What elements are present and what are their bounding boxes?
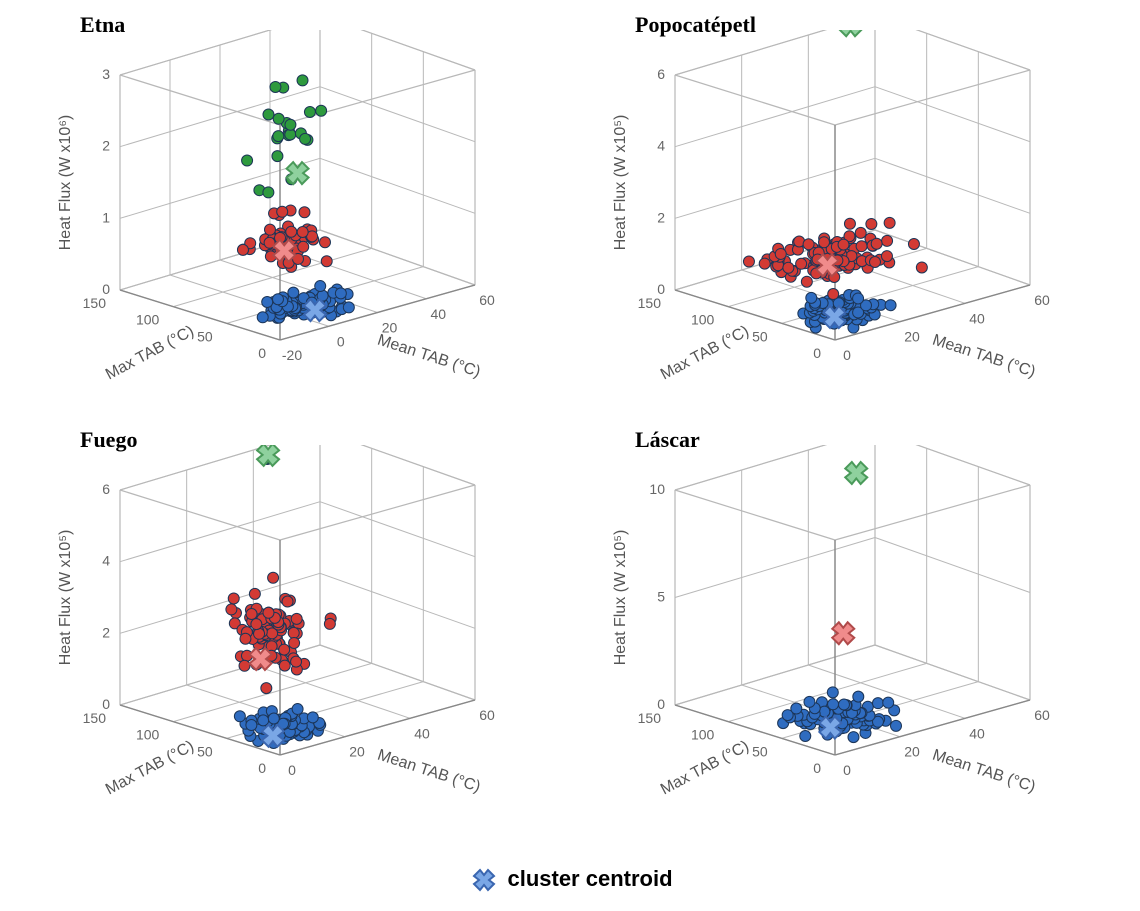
svg-text:Heat Flux (W x10⁵): Heat Flux (W x10⁵) [612,115,629,251]
panel-popocatepetl: Popocatépetl 02040600501001500246Mean TA… [575,10,1120,415]
svg-text:100: 100 [136,727,160,743]
centroid-icon [467,863,501,897]
svg-text:50: 50 [197,328,213,344]
svg-text:0: 0 [258,345,266,361]
svg-text:Max TAB (°C): Max TAB (°C) [658,738,752,799]
svg-text:60: 60 [479,292,495,308]
svg-text:20: 20 [904,744,920,760]
svg-text:100: 100 [691,727,715,743]
svg-text:0: 0 [258,760,266,776]
svg-text:0: 0 [102,696,110,712]
svg-text:100: 100 [691,312,715,328]
svg-text:Max TAB (°C): Max TAB (°C) [658,323,752,384]
svg-text:0: 0 [813,760,821,776]
svg-text:2: 2 [102,138,110,154]
svg-text:2: 2 [657,209,665,225]
svg-text:10: 10 [649,481,665,497]
svg-text:60: 60 [479,707,495,723]
panel-lascar: Láscar 02040600501001500510Mean TAB (°C)… [575,425,1120,830]
svg-text:4: 4 [102,553,110,569]
legend-label: cluster centroid [507,866,672,891]
svg-text:0: 0 [657,281,665,297]
legend: cluster centroid [0,863,1140,897]
svg-text:4: 4 [657,138,665,154]
svg-text:50: 50 [752,328,768,344]
scatter3d-popocatepetl: 02040600501001500246Mean TAB (°C)Max TAB… [575,30,1115,420]
panel-fuego: Fuego 02040600501001500246Mean TAB (°C)M… [20,425,565,830]
scatter3d-etna: -2002040600501001500123Mean TAB (°C)Max … [20,30,560,420]
svg-text:0: 0 [843,762,851,778]
svg-text:6: 6 [657,66,665,82]
scatter3d-fuego: 02040600501001500246Mean TAB (°C)Max TAB… [20,445,560,835]
svg-text:0: 0 [288,762,296,778]
svg-text:0: 0 [657,696,665,712]
svg-text:40: 40 [414,725,430,741]
svg-text:20: 20 [349,744,365,760]
scatter3d-lascar: 02040600501001500510Mean TAB (°C)Max TAB… [575,445,1115,835]
svg-text:50: 50 [197,743,213,759]
svg-text:Heat Flux (W x10⁵): Heat Flux (W x10⁵) [612,530,629,666]
svg-text:40: 40 [969,725,985,741]
svg-text:Heat Flux (W x10⁶): Heat Flux (W x10⁶) [57,115,74,251]
svg-text:-20: -20 [282,347,302,363]
svg-text:5: 5 [657,589,665,605]
svg-text:Max TAB (°C): Max TAB (°C) [103,323,197,384]
svg-text:3: 3 [102,66,110,82]
svg-text:0: 0 [813,345,821,361]
svg-text:Max TAB (°C): Max TAB (°C) [103,738,197,799]
svg-text:0: 0 [102,281,110,297]
svg-text:60: 60 [1034,707,1050,723]
svg-text:1: 1 [102,209,110,225]
svg-text:Mean TAB (°C): Mean TAB (°C) [375,747,482,796]
svg-text:6: 6 [102,481,110,497]
svg-text:60: 60 [1034,292,1050,308]
svg-text:2: 2 [102,624,110,640]
svg-text:Heat Flux (W x10⁵): Heat Flux (W x10⁵) [57,530,74,666]
svg-text:40: 40 [969,310,985,326]
svg-text:150: 150 [83,295,107,311]
svg-text:0: 0 [843,347,851,363]
svg-text:Mean TAB (°C): Mean TAB (°C) [375,332,482,381]
svg-text:0: 0 [337,333,345,349]
chart-grid: Etna -2002040600501001500123Mean TAB (°C… [20,10,1120,830]
svg-text:150: 150 [83,710,107,726]
svg-text:100: 100 [136,312,160,328]
svg-text:20: 20 [904,329,920,345]
svg-text:40: 40 [430,306,446,322]
panel-etna: Etna -2002040600501001500123Mean TAB (°C… [20,10,565,415]
svg-text:50: 50 [752,743,768,759]
svg-text:150: 150 [638,710,662,726]
svg-text:Mean TAB (°C): Mean TAB (°C) [930,747,1037,796]
svg-text:Mean TAB (°C): Mean TAB (°C) [930,332,1037,381]
svg-text:150: 150 [638,295,662,311]
